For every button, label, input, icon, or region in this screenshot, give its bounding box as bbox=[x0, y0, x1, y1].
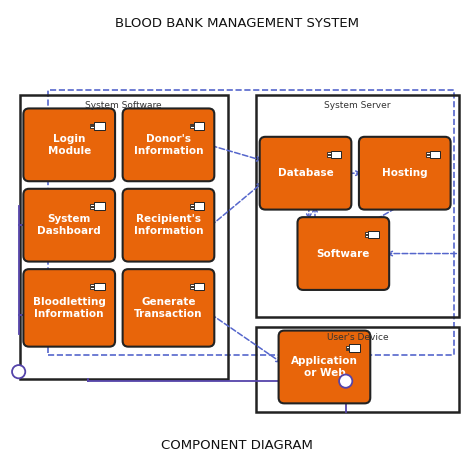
Text: COMPONENT DIAGRAM: COMPONENT DIAGRAM bbox=[161, 439, 313, 452]
Text: System Server: System Server bbox=[324, 101, 391, 110]
FancyBboxPatch shape bbox=[193, 202, 204, 210]
Text: Application
or Web: Application or Web bbox=[291, 356, 358, 378]
FancyBboxPatch shape bbox=[190, 204, 193, 206]
FancyBboxPatch shape bbox=[91, 284, 94, 286]
Text: Recipient's
Information: Recipient's Information bbox=[134, 214, 203, 237]
FancyBboxPatch shape bbox=[190, 124, 193, 126]
FancyBboxPatch shape bbox=[330, 151, 341, 158]
FancyBboxPatch shape bbox=[94, 283, 105, 291]
FancyBboxPatch shape bbox=[279, 330, 370, 403]
FancyBboxPatch shape bbox=[123, 189, 214, 262]
FancyBboxPatch shape bbox=[327, 155, 330, 156]
FancyBboxPatch shape bbox=[23, 269, 115, 346]
FancyBboxPatch shape bbox=[91, 287, 94, 289]
FancyBboxPatch shape bbox=[327, 152, 330, 154]
Text: Donor's
Information: Donor's Information bbox=[134, 134, 203, 156]
FancyBboxPatch shape bbox=[91, 127, 94, 128]
FancyBboxPatch shape bbox=[91, 207, 94, 209]
FancyBboxPatch shape bbox=[349, 344, 360, 352]
FancyBboxPatch shape bbox=[298, 217, 389, 290]
FancyBboxPatch shape bbox=[91, 124, 94, 126]
FancyBboxPatch shape bbox=[23, 109, 115, 181]
Text: Hosting: Hosting bbox=[382, 168, 428, 178]
Text: BLOOD BANK MANAGEMENT SYSTEM: BLOOD BANK MANAGEMENT SYSTEM bbox=[115, 17, 359, 30]
FancyBboxPatch shape bbox=[260, 137, 351, 210]
Text: Database: Database bbox=[278, 168, 333, 178]
FancyBboxPatch shape bbox=[123, 109, 214, 181]
FancyBboxPatch shape bbox=[190, 207, 193, 209]
Circle shape bbox=[12, 365, 25, 378]
FancyBboxPatch shape bbox=[190, 127, 193, 128]
Text: User's Device: User's Device bbox=[327, 333, 388, 342]
Text: Software: Software bbox=[317, 248, 370, 258]
Circle shape bbox=[339, 374, 352, 388]
FancyBboxPatch shape bbox=[346, 348, 349, 350]
Text: Bloodletting
Information: Bloodletting Information bbox=[33, 297, 106, 319]
FancyBboxPatch shape bbox=[365, 235, 368, 237]
FancyBboxPatch shape bbox=[359, 137, 451, 210]
FancyBboxPatch shape bbox=[430, 151, 440, 158]
FancyBboxPatch shape bbox=[368, 231, 379, 238]
FancyBboxPatch shape bbox=[190, 284, 193, 286]
FancyBboxPatch shape bbox=[426, 152, 430, 154]
FancyBboxPatch shape bbox=[193, 283, 204, 291]
Text: System
Dashboard: System Dashboard bbox=[37, 214, 101, 237]
FancyBboxPatch shape bbox=[193, 122, 204, 130]
FancyBboxPatch shape bbox=[23, 189, 115, 262]
Text: System Software: System Software bbox=[85, 101, 162, 110]
FancyBboxPatch shape bbox=[426, 155, 430, 156]
FancyBboxPatch shape bbox=[365, 232, 368, 234]
FancyBboxPatch shape bbox=[91, 204, 94, 206]
FancyBboxPatch shape bbox=[123, 269, 214, 346]
FancyBboxPatch shape bbox=[346, 346, 349, 347]
FancyBboxPatch shape bbox=[94, 122, 105, 130]
FancyBboxPatch shape bbox=[190, 287, 193, 289]
Text: Generate
Transaction: Generate Transaction bbox=[134, 297, 203, 319]
Text: Login
Module: Login Module bbox=[47, 134, 91, 156]
FancyBboxPatch shape bbox=[94, 202, 105, 210]
